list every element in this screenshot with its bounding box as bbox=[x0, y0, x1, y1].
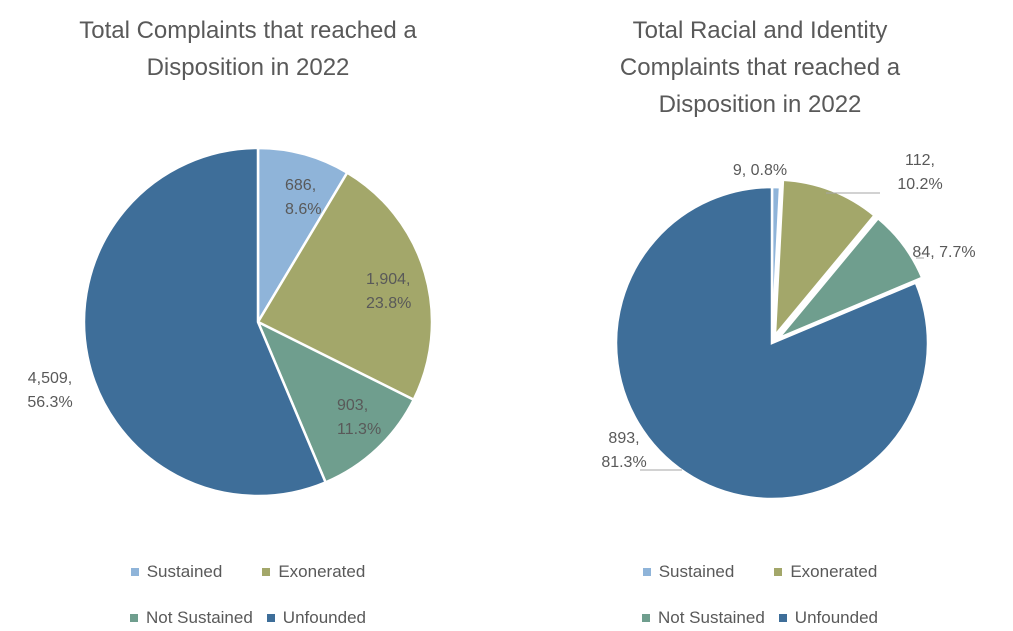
chart-title: Total Complaints that reached a Disposit… bbox=[8, 12, 488, 86]
legend-item-exonerated: Exonerated bbox=[262, 562, 365, 582]
racial-identity-complaints-pie-chart: Total Racial and Identity Complaints tha… bbox=[520, 0, 1000, 631]
legend-swatch bbox=[266, 614, 275, 622]
legend-label: Unfounded bbox=[794, 608, 878, 627]
legend-row: Not Sustained Unfounded bbox=[520, 608, 1000, 628]
data-label-unfounded: 893, 81.3% bbox=[601, 430, 646, 471]
legend-label: Exonerated bbox=[790, 562, 878, 581]
legend-swatch bbox=[130, 568, 139, 576]
chart-title-line: Disposition in 2022 bbox=[146, 54, 350, 81]
pie-plot: 9, 0.8% 112, 10.2% 84, 7.7% 893, 81.3% bbox=[601, 152, 976, 501]
legend-item-sustained: Sustained bbox=[130, 562, 223, 582]
data-label-not-sustained: 84, 7.7% bbox=[912, 244, 975, 261]
legend-swatch bbox=[262, 568, 271, 576]
legend-row: Not Sustained Unfounded bbox=[8, 608, 488, 628]
chart-title-line: Total Complaints that reached a bbox=[79, 17, 417, 44]
legend-item-not-sustained: Not Sustained bbox=[130, 608, 253, 628]
legend-item-exonerated: Exonerated bbox=[774, 562, 877, 582]
legend-item-not-sustained: Not Sustained bbox=[642, 608, 765, 628]
chart-title-line: Complaints that reached a bbox=[619, 54, 901, 81]
pie-slice-exonerated bbox=[773, 178, 877, 340]
pie-slice-unfounded bbox=[614, 185, 930, 501]
legend-swatch bbox=[642, 614, 650, 622]
chart-title-line: Total Racial and Identity bbox=[632, 17, 888, 44]
pie-slice-sustained bbox=[256, 146, 349, 327]
legend-label: Not Sustained bbox=[658, 608, 765, 627]
data-label-sustained: 686, 8.6% bbox=[285, 177, 321, 218]
legend-swatch bbox=[642, 568, 651, 576]
data-label-exonerated: 1,904, 23.8% bbox=[366, 271, 411, 312]
legend-item-sustained: Sustained bbox=[642, 562, 735, 582]
complaints-pie-chart: Total Complaints that reached a Disposit… bbox=[8, 0, 488, 631]
legend-swatch bbox=[778, 614, 787, 622]
legend-label: Not Sustained bbox=[146, 608, 253, 627]
pie-slice-unfounded bbox=[82, 146, 328, 498]
chart-title: Total Racial and Identity Complaints tha… bbox=[520, 12, 1000, 123]
legend-row: Sustained Exonerated bbox=[520, 562, 1000, 582]
legend-swatch bbox=[774, 568, 783, 576]
legend-item-unfounded: Unfounded bbox=[778, 608, 878, 628]
legend-label: Unfounded bbox=[282, 608, 366, 627]
data-label-unfounded: 4,509, 56.3% bbox=[27, 370, 72, 411]
legend-label: Sustained bbox=[658, 562, 735, 581]
data-label-sustained: 9, 0.8% bbox=[733, 162, 787, 179]
chart-title-line: Disposition in 2022 bbox=[658, 91, 862, 118]
legend-item-unfounded: Unfounded bbox=[266, 608, 366, 628]
legend-label: Sustained bbox=[146, 562, 223, 581]
legend-swatch bbox=[130, 614, 138, 622]
data-label-not-sustained: 903, 11.3% bbox=[337, 397, 381, 438]
pie-slice-not-sustained bbox=[777, 216, 924, 340]
pie-plot: 686, 8.6% 1,904, 23.8% 903, 11.3% 4,509, 56.3% bbox=[27, 146, 434, 498]
legend-row: Sustained Exonerated bbox=[8, 562, 488, 582]
data-label-exonerated: 112, 10.2% bbox=[897, 152, 942, 193]
pie-slice-not-sustained bbox=[255, 319, 416, 484]
legend-label: Exonerated bbox=[278, 562, 366, 581]
